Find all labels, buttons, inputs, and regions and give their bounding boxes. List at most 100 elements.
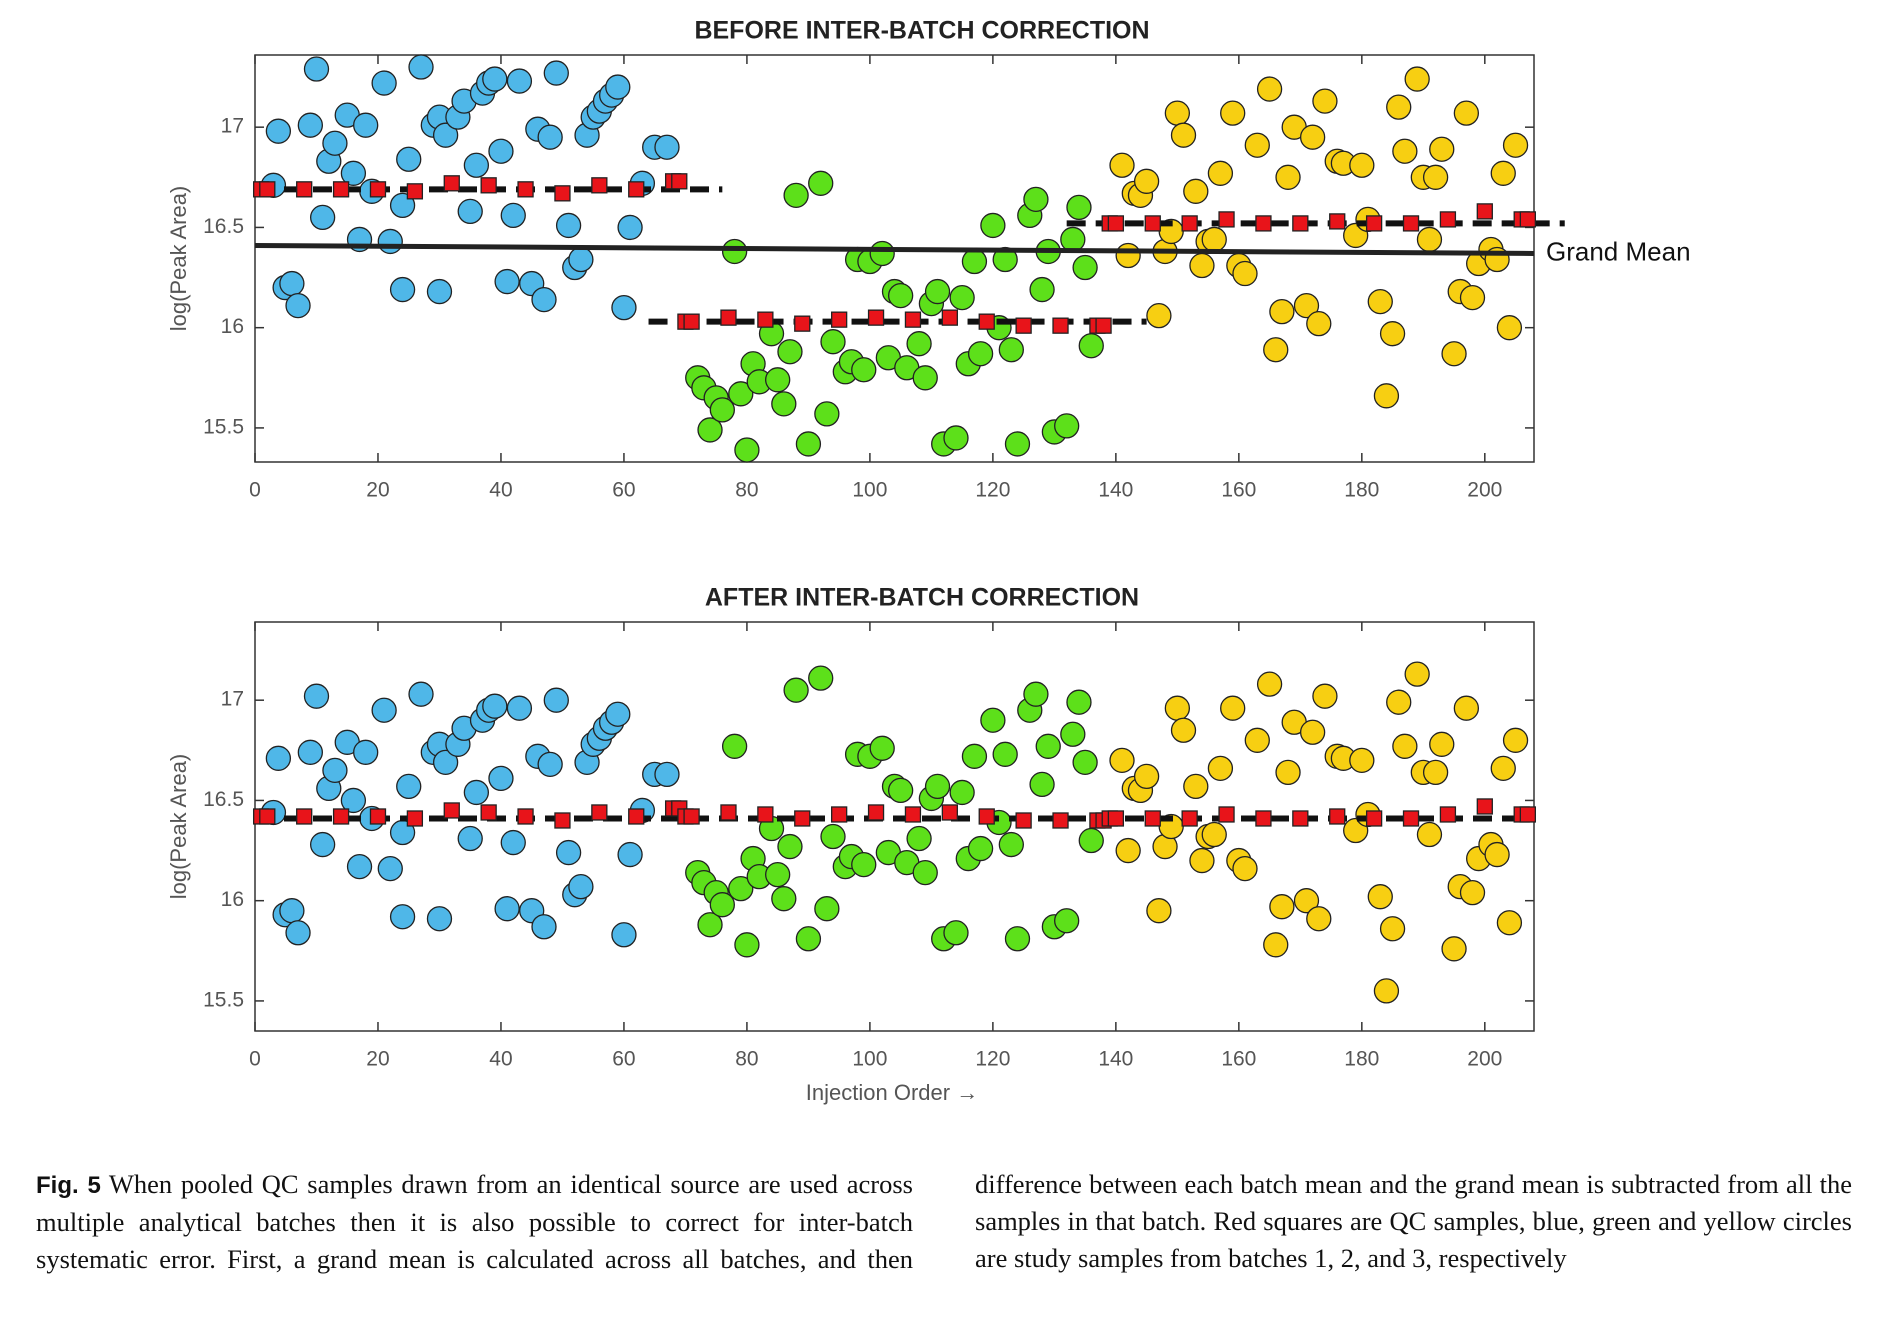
qc-square <box>794 315 811 332</box>
x-tick-label: 40 <box>489 1048 512 1071</box>
sample-circle <box>543 687 569 713</box>
sample-circle <box>869 735 895 761</box>
qc-square <box>517 181 534 198</box>
sample-circle <box>765 861 791 888</box>
sample-circle <box>949 284 975 311</box>
sample-circle <box>1306 311 1332 337</box>
qc-square <box>1476 203 1493 220</box>
sample-circle <box>488 765 514 792</box>
qc-square <box>554 185 571 202</box>
x-axis-label: Injection Order → <box>806 1080 978 1105</box>
sample-circle <box>555 839 582 866</box>
sample-circle <box>279 898 305 924</box>
sample-circle <box>771 391 797 417</box>
qc-square <box>369 808 387 825</box>
sample-circle <box>488 138 514 164</box>
y-tick-label: 16.5 <box>203 788 244 811</box>
qc-square <box>443 175 460 192</box>
sample-circle <box>426 278 453 305</box>
chart-title: BEFORE INTER-BATCH CORRECTION <box>694 17 1149 45</box>
sample-circle <box>482 693 508 719</box>
sample-circle <box>377 228 403 255</box>
y-axis-label: log(Peak Area) <box>166 754 191 900</box>
plot-frame <box>254 621 1535 1032</box>
sample-circle <box>1386 689 1412 715</box>
qc-square <box>517 808 534 825</box>
sample-circle <box>482 66 508 92</box>
sample-circle <box>396 146 422 172</box>
sample-circle <box>912 859 938 886</box>
grand-mean-line <box>254 242 1535 256</box>
sample-circle <box>389 904 416 930</box>
sample-circle <box>1133 763 1160 790</box>
sample-circle <box>967 341 994 367</box>
qc-square <box>1181 810 1198 827</box>
sample-circle <box>783 677 809 703</box>
sample-circle <box>912 365 938 391</box>
sample-circle <box>457 825 483 852</box>
sample-circle <box>1293 888 1320 914</box>
caption-label: Fig. 5 <box>36 1172 101 1199</box>
x-tick-label: 180 <box>1344 479 1379 502</box>
plot-frame <box>254 54 1535 463</box>
sample-circle <box>506 695 533 721</box>
sample-circle <box>961 743 988 769</box>
qc-square <box>794 810 811 827</box>
qc-square <box>554 812 571 829</box>
qc-square <box>1476 798 1493 815</box>
sample-circle <box>1404 66 1430 92</box>
sample-circle <box>924 773 951 800</box>
sample-circle <box>371 697 397 723</box>
y-tick-label: 15.5 <box>203 988 244 1011</box>
sample-circle <box>1416 821 1443 848</box>
sample-circle <box>1453 695 1480 721</box>
sample-circle <box>285 920 311 946</box>
sample-circle <box>309 831 336 858</box>
sample-circle <box>537 751 563 777</box>
sample-circle <box>1459 284 1486 311</box>
sample-circle <box>297 112 323 138</box>
sample-circle <box>279 270 305 297</box>
sample-circle <box>654 761 680 788</box>
sample-circle <box>531 286 557 313</box>
sample-circle <box>1404 661 1430 687</box>
sample-circle <box>1244 727 1270 753</box>
sample-circle <box>617 841 643 868</box>
qc-square <box>480 804 497 821</box>
sample-circle <box>1023 186 1049 213</box>
x-tick-label: 140 <box>1098 1048 1133 1071</box>
x-tick-label: 0 <box>249 1048 261 1071</box>
sample-circle <box>426 906 453 932</box>
sample-circle <box>457 198 483 225</box>
sample-circle <box>377 855 403 882</box>
figure: BEFORE INTER-BATCH CORRECTION 0 20 40 60 80 10… <box>166 17 1691 1105</box>
sample-circle <box>1441 341 1467 367</box>
qc-square <box>259 181 276 198</box>
qc-square <box>1052 812 1069 829</box>
qc-square <box>296 181 313 198</box>
qc-square <box>978 808 995 825</box>
x-tick-label: 100 <box>852 479 887 502</box>
y-tick-label: 17 <box>221 115 244 138</box>
sample-circle <box>1386 94 1412 120</box>
sample-circle <box>463 152 490 178</box>
sample-circle <box>887 282 914 309</box>
qc-square <box>406 810 424 827</box>
sample-circle <box>1004 431 1031 457</box>
qc-square <box>591 177 608 194</box>
sample-circle <box>1429 731 1455 757</box>
sample-circle <box>1207 755 1234 782</box>
sample-circle <box>1183 773 1209 800</box>
sample-circle <box>1060 226 1086 253</box>
qc-square <box>1439 211 1457 228</box>
qc-square <box>683 808 700 825</box>
sample-circle <box>1183 178 1209 204</box>
sample-circle <box>432 749 459 775</box>
sample-circle <box>1109 152 1135 178</box>
sample-circle <box>992 741 1018 767</box>
qc-square <box>757 806 774 823</box>
sample-circle <box>1232 260 1258 287</box>
sample-circle <box>611 922 637 948</box>
qc-square <box>1402 810 1420 827</box>
